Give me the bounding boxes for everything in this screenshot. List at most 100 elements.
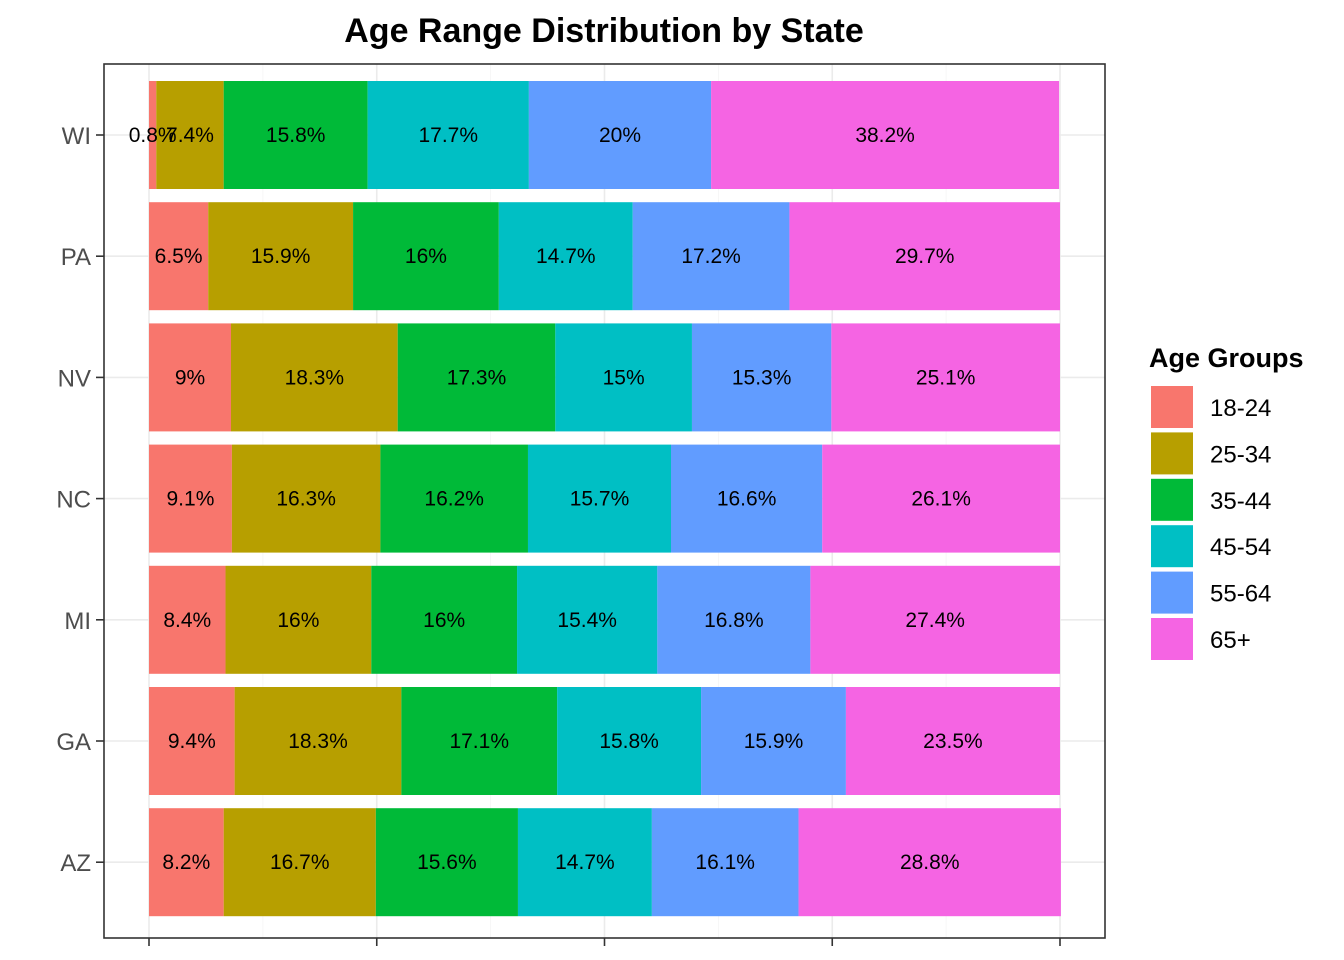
y-tick-label: MI [64, 608, 91, 635]
legend-key-18-24 [1151, 386, 1193, 428]
bar-segment-nc-18-24 [149, 444, 232, 553]
data-label: 16.6% [717, 488, 777, 511]
data-label: 23.5% [923, 730, 983, 753]
data-label: 16.1% [695, 851, 755, 874]
bar-segment-pa-55-64 [632, 202, 790, 311]
y-tick-label: PA [61, 244, 91, 271]
bar-segment-nv-65plus [831, 323, 1060, 432]
data-label: 38.2% [855, 124, 915, 147]
panel-border [103, 63, 1106, 939]
data-label: 7.4% [166, 124, 214, 147]
bar-segment-az-65plus [798, 808, 1061, 917]
data-label: 15.8% [599, 730, 659, 753]
bar-segment-wi-55-64 [528, 81, 712, 189]
bar-segment-wi-35-44 [223, 81, 368, 189]
data-label: 16.7% [270, 851, 330, 874]
data-label: 14.7% [536, 245, 596, 268]
y-tick-label: WI [62, 123, 91, 150]
data-label: 6.5% [155, 245, 203, 268]
data-label: 18.3% [288, 730, 348, 753]
bar-segment-nc-25-34 [231, 444, 381, 553]
data-label: 9.4% [168, 730, 216, 753]
bar-segment-mi-45-54 [517, 565, 658, 674]
legend-title: Age Groups [1149, 343, 1304, 373]
data-label: 0.8% [129, 124, 177, 147]
y-tick-label: NV [58, 365, 91, 392]
bar-segment-pa-18-24 [149, 202, 209, 311]
data-label: 16.2% [424, 488, 484, 511]
data-label: 16% [423, 609, 465, 632]
data-label: 8.2% [162, 851, 210, 874]
data-label: 16% [277, 609, 319, 632]
bar-segment-az-25-34 [223, 808, 376, 917]
bar-segment-mi-65plus [810, 565, 1060, 674]
data-label: 16% [405, 245, 447, 268]
bar-segment-az-18-24 [149, 808, 224, 917]
data-label: 27.4% [905, 609, 965, 632]
legend-label: 65+ [1210, 627, 1251, 654]
bar-segment-mi-18-24 [149, 565, 226, 674]
bar-segment-ga-55-64 [701, 687, 846, 795]
bar-segment-pa-65plus [789, 202, 1060, 311]
bar-segment-ga-25-34 [234, 687, 402, 795]
bar-segment-wi-45-54 [367, 81, 529, 189]
data-label: 29.7% [895, 245, 955, 268]
legend-key-35-44 [1151, 478, 1193, 521]
data-label: 8.4% [163, 609, 211, 632]
bar-segment-ga-65plus [845, 687, 1060, 795]
y-tick-label: AZ [60, 850, 91, 877]
bar-segment-nc-65plus [822, 444, 1060, 553]
data-label: 15.8% [266, 124, 326, 147]
bar-segment-ga-18-24 [149, 687, 235, 795]
bar-segment-nc-35-44 [380, 444, 528, 553]
data-label: 26.1% [911, 488, 971, 511]
data-label: 18.3% [285, 366, 345, 389]
bar-segment-az-55-64 [651, 808, 799, 917]
data-label: 15.6% [417, 851, 477, 874]
legend-label: 25-34 [1210, 441, 1271, 468]
data-label: 17.3% [447, 366, 507, 389]
bar-segment-az-35-44 [375, 808, 518, 917]
data-label: 15.9% [251, 245, 311, 268]
data-label: 15.7% [570, 488, 630, 511]
bar-segment-nc-45-54 [527, 444, 672, 553]
bar-segment-wi-18-24 [149, 81, 157, 189]
data-label: 17.7% [418, 124, 478, 147]
bar-segment-az-45-54 [517, 808, 652, 917]
bar-segment-nv-45-54 [555, 323, 692, 432]
bar-segment-pa-35-44 [353, 202, 499, 311]
bar-segment-mi-25-34 [225, 565, 372, 674]
bar-segment-mi-35-44 [371, 565, 518, 674]
bar-segment-ga-35-44 [401, 687, 558, 795]
y-tick-label: NC [56, 487, 91, 514]
legend-label: 45-54 [1210, 534, 1271, 561]
bar-segment-nv-35-44 [397, 323, 556, 432]
y-tick-label: GA [56, 729, 91, 756]
data-label: 14.7% [555, 851, 615, 874]
data-label: 17.2% [681, 245, 741, 268]
data-label: 28.8% [900, 851, 960, 874]
data-label: 20% [599, 124, 641, 147]
bar-segment-pa-25-34 [208, 202, 354, 311]
legend-label: 18-24 [1210, 395, 1271, 422]
data-label: 9.1% [167, 488, 215, 511]
chart-title: Age Range Distribution by State [344, 12, 864, 50]
bar-segment-nv-55-64 [691, 323, 832, 432]
plot-area: 8.2% 16.7% 15.6% 14.7% 16.1% 28.8% AZ 9.4% 18.3%… [56, 63, 1106, 946]
legend-key-55-64 [1151, 571, 1193, 614]
data-label: 16.3% [276, 488, 336, 511]
bar-segment-nc-55-64 [671, 444, 823, 553]
data-label: 16.8% [704, 609, 764, 632]
bar-segment-mi-55-64 [657, 565, 811, 674]
data-label: 15.9% [744, 730, 804, 753]
bar-segment-ga-45-54 [557, 687, 702, 795]
data-label: 9% [175, 366, 205, 389]
legend-key-25-34 [1151, 432, 1193, 475]
data-label: 15.4% [557, 609, 617, 632]
legend-key-65plus [1151, 618, 1193, 660]
bar-segment-wi-65plus [711, 81, 1060, 189]
data-label: 17.1% [449, 730, 509, 753]
bar-segment-nv-25-34 [230, 323, 398, 432]
bar-segment-wi-25-34 [156, 81, 224, 189]
